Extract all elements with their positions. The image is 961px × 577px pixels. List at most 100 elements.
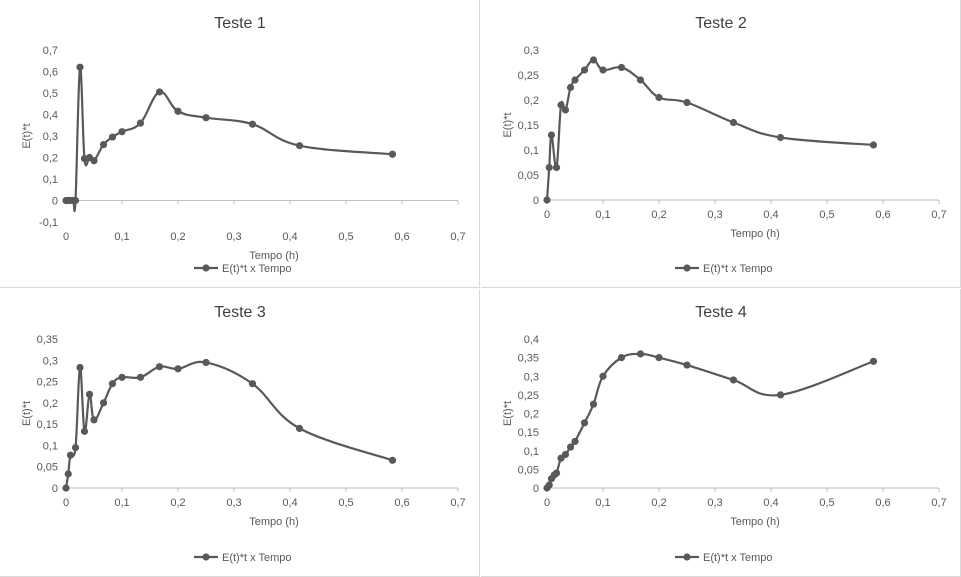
data-point bbox=[62, 484, 70, 492]
x-tick-label: 0,6 bbox=[875, 209, 890, 221]
legend-label: E(t)*t x Tempo bbox=[222, 552, 292, 564]
data-point bbox=[90, 416, 98, 424]
chart-svg: Teste 3 0 0,05 0,1 0,15 0,2 0,25 0,3 0,35 0 0,1 0,2… bbox=[21, 304, 466, 564]
data-point bbox=[617, 63, 626, 72]
x-tick-label: 0,6 bbox=[394, 497, 409, 509]
data-point bbox=[636, 76, 645, 84]
data-point bbox=[599, 66, 607, 74]
data-point bbox=[174, 365, 182, 373]
y-tick-label: 0,35 bbox=[37, 334, 58, 346]
series-line bbox=[64, 360, 393, 489]
x-tick-label: 0,5 bbox=[819, 497, 834, 509]
x-tick-label: 0,4 bbox=[763, 209, 778, 221]
y-tick-label: 0,15 bbox=[518, 120, 539, 132]
data-point bbox=[557, 101, 565, 109]
y-tick-label: 0,1 bbox=[524, 446, 539, 458]
data-point bbox=[155, 88, 164, 96]
data-point bbox=[571, 76, 579, 84]
x-tick-label: 0 bbox=[63, 497, 69, 509]
y-tick-label: 0,35 bbox=[518, 353, 539, 365]
data-point bbox=[388, 150, 397, 158]
data-point bbox=[248, 380, 257, 388]
x-tick-label: 0,5 bbox=[338, 497, 353, 509]
y-tick-label: 0,2 bbox=[43, 153, 58, 165]
data-point bbox=[295, 424, 304, 432]
data-point bbox=[99, 141, 108, 149]
data-point bbox=[388, 456, 397, 464]
legend-label: E(t)*t x Tempo bbox=[222, 263, 292, 275]
y-tick-label: 0,3 bbox=[43, 131, 58, 143]
y-tick-label: 0,7 bbox=[43, 45, 58, 57]
data-point bbox=[589, 400, 598, 408]
chart-title: Teste 1 bbox=[214, 15, 266, 32]
data-point bbox=[64, 470, 72, 478]
data-point bbox=[118, 128, 126, 136]
x-tick-label: 0,2 bbox=[651, 209, 666, 221]
x-tick-label: 0,7 bbox=[931, 497, 946, 509]
y-axis-title: E(t)*t bbox=[21, 401, 33, 426]
x-tick-label: 0,6 bbox=[875, 497, 890, 509]
data-point bbox=[776, 391, 785, 399]
x-axis-title: Tempo (h) bbox=[249, 516, 299, 528]
data-point bbox=[71, 196, 80, 205]
x-tick-label: 0,3 bbox=[226, 497, 241, 509]
data-point bbox=[174, 107, 182, 115]
legend-swatch-marker bbox=[683, 553, 691, 561]
y-tick-label: 0,3 bbox=[524, 45, 539, 57]
data-point bbox=[202, 114, 210, 122]
y-axis-title: E(t)*t bbox=[502, 112, 514, 137]
chart-svg: Teste 1 -0,1 0 0,1 0,2 0,3 0,4 0,5 0,6 0,7 0 0,1 0,2… bbox=[21, 15, 466, 275]
x-tick-label: 0,5 bbox=[338, 231, 353, 243]
y-tick-label: 0,05 bbox=[518, 464, 539, 476]
x-tick-label: 0,4 bbox=[763, 497, 778, 509]
y-tick-label: 0,25 bbox=[37, 377, 58, 389]
data-point bbox=[552, 163, 561, 172]
x-tick-label: 0,7 bbox=[450, 497, 465, 509]
x-tick-label: 0,4 bbox=[282, 497, 297, 509]
y-tick-label: 0,4 bbox=[524, 334, 539, 346]
x-tick-label: 0,3 bbox=[707, 497, 722, 509]
data-point bbox=[99, 399, 108, 407]
data-point bbox=[571, 437, 579, 446]
legend-label: E(t)*t x Tempo bbox=[703, 263, 773, 275]
x-tick-label: 0,2 bbox=[170, 497, 185, 509]
x-tick-label: 0 bbox=[544, 497, 550, 509]
data-point bbox=[561, 106, 570, 114]
y-tick-label: 0,05 bbox=[37, 462, 58, 474]
data-point bbox=[76, 363, 84, 372]
y-tick-label: 0,3 bbox=[524, 371, 539, 383]
x-tick-label: 0,7 bbox=[450, 231, 465, 243]
x-tick-label: 0,4 bbox=[282, 231, 297, 243]
data-point bbox=[66, 451, 75, 459]
y-tick-label: 0,25 bbox=[518, 390, 539, 402]
data-point bbox=[655, 354, 663, 362]
chart-svg: Teste 4 0 0,05 0,1 0,15 0,2 0,25 0,3 0,35 0,4 0 0,1… bbox=[502, 304, 947, 564]
data-point bbox=[543, 196, 551, 204]
data-point bbox=[561, 450, 570, 459]
x-axis-title: Tempo (h) bbox=[249, 250, 299, 262]
y-tick-label: 0 bbox=[52, 196, 58, 208]
legend-label: E(t)*t x Tempo bbox=[703, 552, 773, 564]
data-point bbox=[545, 481, 553, 489]
x-tick-label: 0,1 bbox=[114, 231, 129, 243]
data-point bbox=[683, 361, 691, 369]
y-tick-label: -0,1 bbox=[39, 217, 58, 229]
data-point bbox=[202, 358, 210, 367]
data-point bbox=[136, 119, 145, 127]
chart-panel-teste-4: Teste 4 0 0,05 0,1 0,15 0,2 0,25 0,3 0,35 0,4 0 0,1… bbox=[481, 289, 961, 577]
x-tick-label: 0 bbox=[544, 209, 550, 221]
legend-swatch-marker bbox=[683, 264, 691, 272]
data-point bbox=[547, 131, 556, 139]
data-point bbox=[580, 66, 589, 74]
data-point bbox=[248, 120, 257, 128]
data-point bbox=[295, 142, 304, 150]
data-point bbox=[599, 372, 607, 380]
data-point bbox=[729, 376, 738, 384]
x-tick-label: 0,1 bbox=[595, 209, 610, 221]
data-point bbox=[589, 56, 598, 64]
y-tick-label: 0 bbox=[52, 483, 58, 495]
x-tick-label: 0,5 bbox=[819, 209, 834, 221]
data-point bbox=[545, 163, 553, 172]
y-tick-label: 0,2 bbox=[524, 409, 539, 421]
y-tick-label: 0,1 bbox=[43, 174, 58, 186]
